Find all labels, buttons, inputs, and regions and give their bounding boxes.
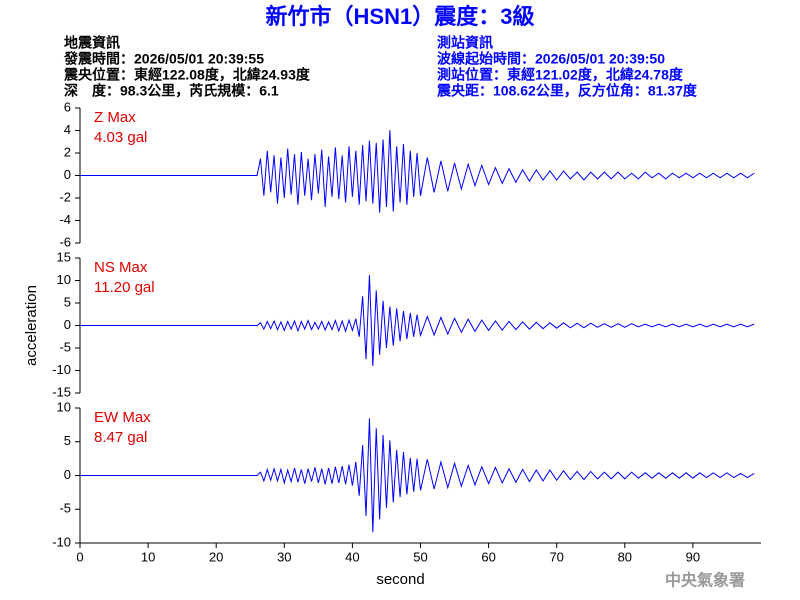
info-left: 地震資訊 [64, 35, 120, 51]
x-tick-label: 90 [686, 549, 700, 564]
x-tick-label: 20 [209, 549, 223, 564]
x-tick-label: 60 [481, 549, 495, 564]
y-tick-label: 0 [64, 467, 71, 482]
x-tick-label: 50 [413, 549, 427, 564]
component-label: EW Max [94, 409, 151, 426]
y-tick-label: 2 [64, 144, 71, 159]
y-tick-label: 0 [64, 167, 71, 182]
y-tick-label: -4 [59, 212, 71, 227]
max-label: 4.03 gal [94, 129, 147, 146]
waveform [80, 275, 755, 367]
y-tick-label: -5 [59, 339, 71, 354]
info-right: 測站資訊 [437, 35, 493, 51]
y-tick-label: 0 [64, 317, 71, 332]
component-label: NS Max [94, 259, 148, 276]
info-left: 深 度：98.3公里，芮氏規模：6.1 [64, 83, 279, 99]
y-tick-label: -10 [52, 534, 71, 549]
y-tick-label: 5 [64, 294, 71, 309]
footer: 中央氣象署 [665, 571, 745, 590]
component-label: Z Max [94, 109, 136, 126]
x-axis-label: second [376, 571, 424, 588]
y-tick-label: 5 [64, 433, 71, 448]
max-label: 8.47 gal [94, 429, 147, 446]
y-tick-label: -2 [59, 189, 71, 204]
info-right: 測站位置：東經121.02度，北緯24.78度 [437, 67, 684, 83]
x-tick-label: 10 [141, 549, 155, 564]
info-left: 發震時間：2026/05/01 20:39:55 [63, 51, 264, 67]
y-tick-label: -15 [52, 384, 71, 399]
x-tick-label: 70 [549, 549, 563, 564]
y-tick-label: 10 [57, 399, 71, 414]
x-tick-label: 40 [345, 549, 359, 564]
x-tick-label: 80 [618, 549, 632, 564]
y-tick-label: -5 [59, 501, 71, 516]
info-right: 震央距：108.62公里，反方位角：81.37度 [436, 83, 698, 99]
y-tick-label: 6 [64, 99, 71, 114]
max-label: 11.20 gal [94, 279, 155, 296]
title: 新竹市（HSN1）震度：3級 [266, 4, 535, 29]
info-right: 波線起始時間：2026/05/01 20:39:50 [437, 51, 665, 67]
x-tick-label: 0 [76, 549, 83, 564]
y-tick-label: 15 [57, 249, 71, 264]
y-tick-label: 10 [57, 272, 71, 287]
waveform [80, 418, 755, 533]
y-tick-label: -6 [59, 234, 71, 249]
y-tick-label: 4 [64, 122, 71, 137]
x-tick-label: 30 [277, 549, 291, 564]
y-tick-label: -10 [52, 362, 71, 377]
info-left: 震央位置：東經122.08度，北緯24.93度 [63, 67, 311, 83]
waveform [80, 130, 755, 213]
y-axis-label: acceleration [23, 285, 40, 366]
